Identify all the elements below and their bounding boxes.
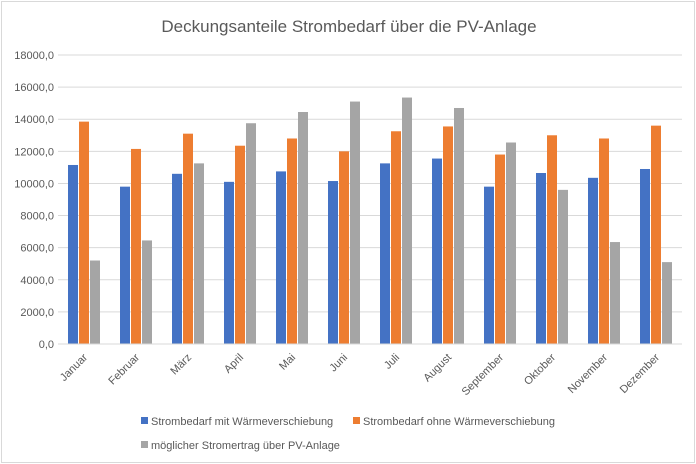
x-tick-label: August: [421, 352, 454, 385]
bar-2: [79, 121, 89, 344]
x-tick-label: Januar: [58, 351, 91, 384]
bar-1: [172, 173, 182, 344]
legend-item: Strombedarf mit Wärmeverschiebung: [141, 416, 333, 428]
bar-1: [276, 171, 286, 344]
y-tick-label: 18000,0: [14, 50, 54, 62]
y-axis: 0,0 2000,0 4000,0 6000,0 8000,0 10000,0 12000,…: [14, 50, 54, 351]
bar-3: [298, 111, 308, 344]
bar-1: [536, 173, 546, 344]
bar-2: [339, 151, 349, 344]
bar-1: [432, 158, 442, 344]
bar-3: [194, 163, 204, 344]
bar-2: [287, 138, 297, 344]
x-tick-label: Juni: [327, 352, 350, 375]
legend-item: möglicher Stromertrag über PV-Anlage: [141, 440, 340, 452]
y-tick-label: 12000,0: [14, 146, 54, 158]
chart-title: Deckungsanteile Strombedarf über die PV-…: [161, 17, 536, 36]
x-tick-label: Februar: [106, 351, 142, 387]
legend-label: Strombedarf mit Wärmeverschiebung: [151, 416, 333, 428]
x-tick-label: April: [222, 352, 246, 376]
legend-swatch: [141, 417, 148, 424]
y-tick-label: 6000,0: [20, 243, 54, 255]
x-tick-label: November: [566, 351, 611, 396]
gridlines: [58, 54, 682, 345]
x-tick-label: Mai: [277, 352, 298, 373]
x-tick-label: Oktober: [522, 351, 558, 387]
bar-2: [183, 133, 193, 344]
bar-2: [391, 131, 401, 344]
bar-3: [402, 97, 412, 344]
legend: Strombedarf mit Wärmeverschiebung Strombe…: [141, 416, 555, 452]
bar-2: [443, 126, 453, 344]
bar-1: [224, 181, 234, 344]
legend-swatch: [141, 441, 148, 448]
bar-3: [558, 189, 568, 344]
legend-label: Strombedarf ohne Wärmeverschiebung: [363, 416, 555, 428]
x-tick-label: September: [460, 351, 507, 398]
legend-swatch: [353, 417, 360, 424]
y-tick-label: 8000,0: [20, 211, 54, 223]
y-tick-label: 2000,0: [20, 307, 54, 319]
y-tick-label: 0,0: [39, 339, 54, 351]
bar-2: [651, 125, 661, 345]
bar-3: [350, 101, 360, 344]
bar-3: [90, 260, 100, 344]
bar-1: [640, 168, 650, 344]
bar-2: [235, 145, 245, 344]
bar-1: [328, 181, 338, 344]
legend-label: möglicher Stromertrag über PV-Anlage: [151, 440, 340, 452]
x-tick-label: Dezember: [618, 351, 663, 396]
y-tick-label: 16000,0: [14, 82, 54, 94]
bar-3: [506, 142, 516, 344]
bar-1: [588, 177, 598, 344]
y-tick-label: 10000,0: [14, 178, 54, 190]
x-axis: Januar Februar März April Mai Juni Juli August S…: [58, 343, 682, 398]
x-tick-label: März: [168, 352, 194, 378]
x-tick-label: Juli: [382, 352, 402, 372]
bar-1: [484, 186, 494, 344]
bar-1: [68, 164, 78, 344]
bar-3: [610, 242, 620, 344]
bar-3: [454, 107, 464, 344]
bar-2: [495, 154, 505, 344]
y-tick-label: 14000,0: [14, 114, 54, 126]
bars: [68, 97, 672, 345]
y-tick-label: 4000,0: [20, 275, 54, 287]
bar-2: [547, 135, 557, 344]
legend-item: Strombedarf ohne Wärmeverschiebung: [353, 416, 555, 428]
bar-1: [120, 186, 130, 344]
bar-2: [599, 138, 609, 344]
bar-3: [142, 240, 152, 344]
bar-3: [246, 123, 256, 344]
bar-2: [131, 148, 141, 344]
bar-3: [662, 262, 672, 344]
bar-1: [380, 163, 390, 344]
